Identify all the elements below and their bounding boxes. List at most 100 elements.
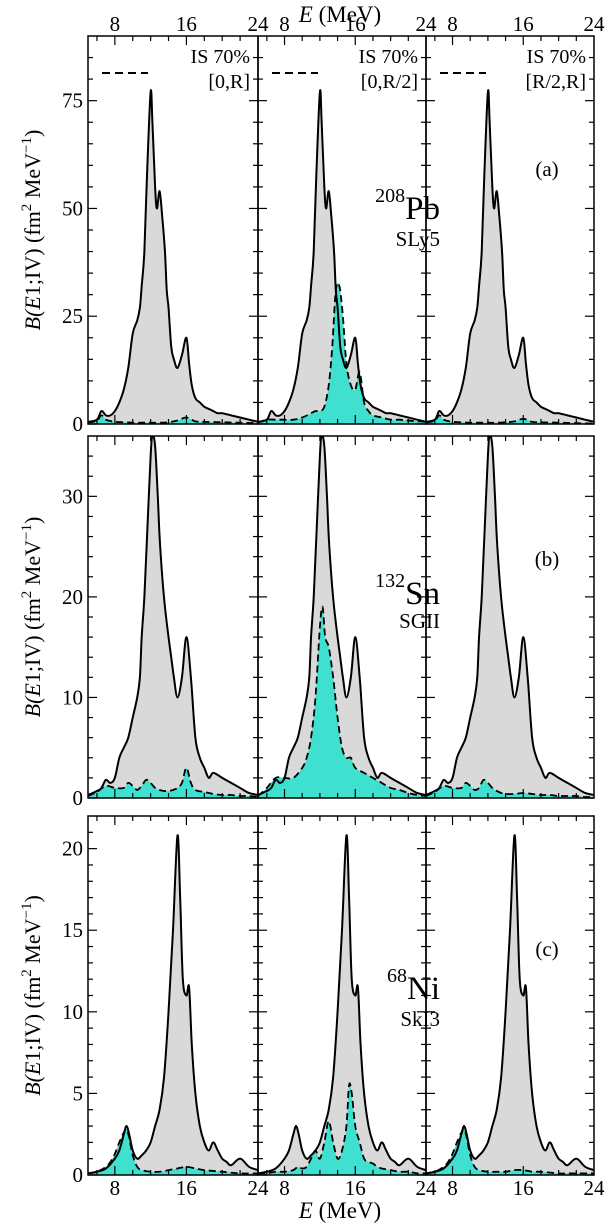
total-strength-area [426, 90, 594, 424]
x-tick-label: 8 [447, 1176, 458, 1200]
x-top-tick-label: 16 [176, 12, 197, 36]
nucleus-mass-number: 68 [387, 965, 407, 987]
panel-data [258, 436, 426, 798]
y-axis-label-part: MeV [20, 540, 45, 591]
y-axis-label-part: 2 [19, 969, 35, 977]
total-strength-line [426, 834, 594, 1175]
total-strength-area [426, 835, 594, 1175]
y-tick-label: 75 [62, 89, 83, 113]
x-tick-label: 16 [513, 1176, 534, 1200]
is70-strength-line [258, 281, 426, 424]
is70-strength-area [426, 1129, 594, 1175]
y-tick-label: 25 [62, 304, 83, 328]
y-axis-label: B(E1;IV) (fm2 MeV−1) [19, 517, 45, 718]
x-tick-label: 24 [248, 1176, 270, 1200]
is70-strength-area [258, 1083, 426, 1175]
x-top-tick-label: 8 [279, 12, 290, 36]
panel-b-col-1 [87, 435, 259, 799]
panel-data [88, 436, 258, 798]
y-axis-label-part: 1;IV) [20, 635, 45, 683]
y-axis-label-part: E [20, 1061, 45, 1076]
x-axis-symbol: E [298, 1198, 313, 1223]
y-axis-label-part: −1 [19, 137, 35, 153]
y-tick-label: 20 [62, 585, 83, 609]
y-axis-label-part: −1 [19, 524, 35, 540]
x-tick-label: 16 [176, 1176, 197, 1200]
panel-data [426, 436, 594, 798]
y-axis-label-part: MeV [20, 918, 45, 969]
force-label: SkI3 [400, 1007, 440, 1031]
total-strength-area [426, 436, 594, 798]
x-tick-label: 24 [584, 1176, 606, 1200]
is70-strength-line [426, 1128, 594, 1175]
y-axis-label: B(E1;IV) (fm2 MeV−1) [19, 130, 45, 331]
x-axis-label-bottom: E (MeV) [298, 1198, 381, 1223]
is70-strength-line [258, 605, 426, 797]
x-tick-label: 24 [416, 1176, 438, 1200]
nucleus-symbol: Pb [405, 191, 440, 227]
y-tick-label: 20 [62, 837, 83, 861]
y-axis-label-part: ) [20, 517, 45, 524]
panel-a-col-1: 8 16 24 IS 70% [0,R] [87, 12, 270, 425]
x-axis-label-top: E (MeV) [298, 2, 381, 27]
panel-c-col-3: 8 16 24 [425, 815, 606, 1200]
is70-strength-line [426, 778, 594, 798]
legend-label: IS 70% [191, 46, 250, 68]
y-tick-label: 15 [62, 918, 83, 942]
panel-label: (b) [535, 547, 560, 571]
panel-data [426, 834, 594, 1175]
total-strength-line [258, 436, 426, 796]
is70-strength-line [88, 1128, 258, 1175]
y-axis-label-part: B( [20, 308, 45, 330]
total-strength-area [88, 90, 258, 424]
y-tick-label: 0 [73, 412, 84, 436]
x-tick-label: 8 [279, 1176, 290, 1200]
legend-interval: [0,R/2] [361, 71, 418, 93]
y-axis-label-part: B( [20, 1073, 45, 1095]
x-top-tick-label: 24 [416, 12, 438, 36]
total-strength-line [88, 89, 258, 423]
y-axis-label-part: 2 [19, 591, 35, 599]
is70-strength-line [88, 766, 258, 798]
y-axis-label-part: (fm [20, 977, 45, 1014]
y-tick-label: 50 [62, 196, 83, 220]
total-strength-line [258, 834, 426, 1175]
y-axis-label-part: 1;IV) [20, 1014, 45, 1062]
legend-label: IS 70% [527, 46, 586, 68]
nucleus-mass-number: 208 [375, 185, 405, 207]
total-strength-line [426, 436, 594, 796]
panel-data [258, 89, 426, 424]
total-strength-area [258, 436, 426, 798]
y-tick-label: 10 [62, 685, 83, 709]
total-strength-area [88, 436, 258, 798]
panel-grid: 8 16 24 IS 70% [0,R] 8 16 24 IS 70% [0,R/2] 8 16 24 I… [62, 12, 605, 1200]
y-tick-label: 0 [73, 786, 84, 810]
total-strength-line [88, 436, 258, 796]
y-tick-label: 30 [62, 484, 83, 508]
y-axis-label-part: B( [20, 695, 45, 717]
legend-label: IS 70% [359, 46, 418, 68]
total-strength-area [88, 835, 258, 1175]
y-axis-label-part: E [20, 683, 45, 698]
legend-interval: [R/2,R] [525, 71, 586, 93]
is70-strength-line [258, 1082, 426, 1175]
force-label: SGII [399, 609, 440, 633]
panel-data [88, 834, 258, 1175]
y-tick-label: 5 [73, 1081, 84, 1105]
is70-strength-area [88, 767, 258, 798]
y-axis-label-part: (fm [20, 211, 45, 248]
panel-data [88, 89, 258, 424]
x-top-tick-label: 24 [248, 12, 270, 36]
x-axis-unit: (MeV) [313, 2, 381, 27]
y-axis-label-part: (fm [20, 598, 45, 635]
panel-a-col-2: 8 16 24 IS 70% [0,R/2] [257, 12, 438, 425]
total-strength-line [88, 834, 258, 1175]
x-tick-label: 8 [110, 1176, 121, 1200]
y-tick-label: 10 [62, 1000, 83, 1024]
nucleus-label: 208Pb [375, 185, 440, 227]
x-top-tick-label: 8 [110, 12, 121, 36]
panel-data [426, 89, 594, 424]
x-top-tick-label: 16 [345, 12, 366, 36]
legend-interval: [0,R] [208, 71, 250, 93]
